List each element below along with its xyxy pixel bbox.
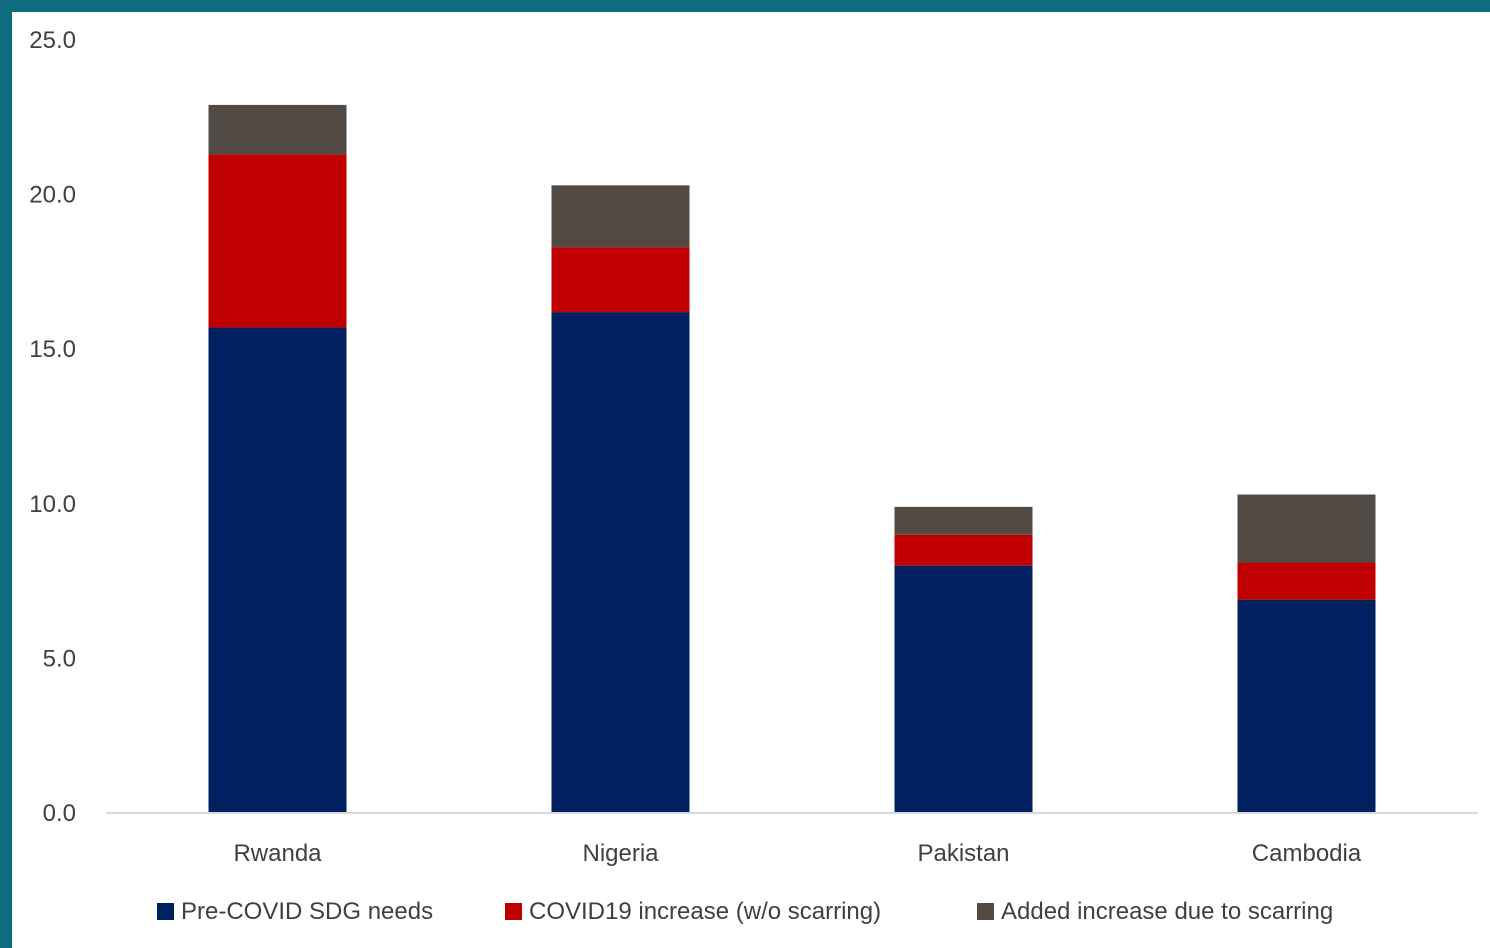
legend-swatch [157,903,174,920]
bar-segment [551,185,690,248]
bar-segment [208,154,347,328]
bar-segment [551,312,690,813]
bar-segment [551,247,690,313]
x-category-label: Nigeria [582,840,659,867]
bar-segment [208,327,347,813]
legend-swatch [505,903,522,920]
bar-segment [208,104,347,155]
y-tick-label: 0.0 [43,800,76,827]
bar-segment [1237,562,1376,600]
y-tick-label: 20.0 [29,182,76,209]
legend-label: COVID19 increase (w/o scarring) [529,898,881,925]
x-category-label: Pakistan [917,840,1009,867]
bar-segment [1237,494,1376,563]
x-category-label: Rwanda [233,840,322,867]
bar-segment [894,534,1033,566]
y-tick-label: 10.0 [29,491,76,518]
x-category-label: Cambodia [1252,840,1362,867]
y-tick-label: 15.0 [29,336,76,363]
legend-label: Added increase due to scarring [1001,898,1333,925]
chart-panel: 0.0 5.0 10.0 15.0 20.0 25.0 Rwanda Nigeria Pakis… [12,12,1490,948]
legend-swatch [977,903,994,920]
y-tick-label: 25.0 [29,27,76,54]
bar-segment [1237,599,1376,813]
stacked-bar-chart: 0.0 5.0 10.0 15.0 20.0 25.0 Rwanda Nigeria Pakis… [29,27,1478,925]
bar-segment [894,506,1033,535]
legend-label: Pre-COVID SDG needs [181,898,433,925]
bar-segment [894,565,1033,813]
y-tick-label: 5.0 [43,645,76,672]
